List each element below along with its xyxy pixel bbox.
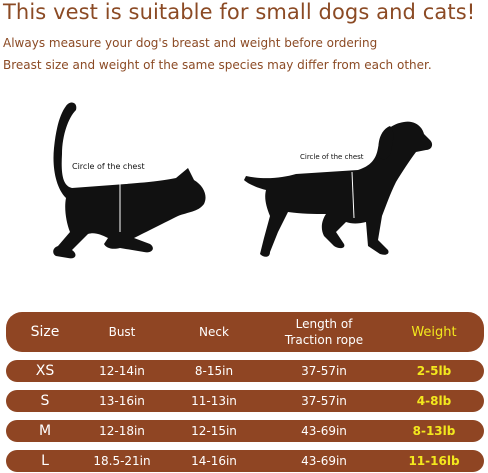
header-neck: Neck: [199, 325, 229, 339]
size-cell: S: [40, 393, 50, 409]
weight-cell: 4-8lb: [416, 394, 452, 408]
cat-chest-label: Circle of the chest: [72, 162, 145, 171]
dog-silhouette-icon: [244, 121, 433, 257]
header-size: Size: [30, 324, 60, 340]
bust-cell: 18.5-21in: [93, 454, 151, 468]
weight-cell: 11-16lb: [408, 454, 460, 468]
rope-cell: 43-69in: [301, 454, 347, 468]
table-row: L 18.5-21in 14-16in 43-69in 11-16lb: [6, 450, 484, 472]
table-row: M 12-18in 12-15in 43-69in 8-13lb: [6, 420, 484, 442]
rope-cell: 37-57in: [301, 394, 347, 408]
weight-cell: 8-13lb: [412, 424, 456, 438]
headline: This vest is suitable for small dogs and…: [3, 0, 476, 24]
neck-cell: 11-13in: [191, 394, 237, 408]
header-bust: Bust: [108, 325, 136, 339]
measure-note: Always measure your dog's breast and wei…: [3, 36, 378, 50]
species-note: Breast size and weight of the same speci…: [3, 58, 432, 72]
bust-cell: 12-18in: [99, 424, 145, 438]
size-table-header: Size Bust Neck Length of Traction rope W…: [6, 312, 484, 352]
dog-chest-label: Circle of the chest: [300, 153, 364, 161]
rope-cell: 37-57in: [301, 364, 347, 378]
rope-cell: 43-69in: [301, 424, 347, 438]
neck-cell: 14-16in: [191, 454, 237, 468]
header-weight: Weight: [411, 324, 457, 340]
bust-cell: 12-14in: [99, 364, 145, 378]
neck-cell: 8-15in: [194, 364, 234, 378]
size-cell: L: [41, 453, 49, 469]
table-row: XS 12-14in 8-15in 37-57in 2-5lb: [6, 360, 484, 382]
weight-cell: 2-5lb: [416, 364, 452, 378]
table-row: S 13-16in 11-13in 37-57in 4-8lb: [6, 390, 484, 412]
neck-cell: 12-15in: [191, 424, 237, 438]
header-rope: Length of Traction rope: [284, 317, 364, 347]
size-cell: M: [38, 423, 52, 439]
size-cell: XS: [35, 363, 55, 379]
bust-cell: 13-16in: [99, 394, 145, 408]
cat-silhouette-icon: [53, 102, 206, 259]
